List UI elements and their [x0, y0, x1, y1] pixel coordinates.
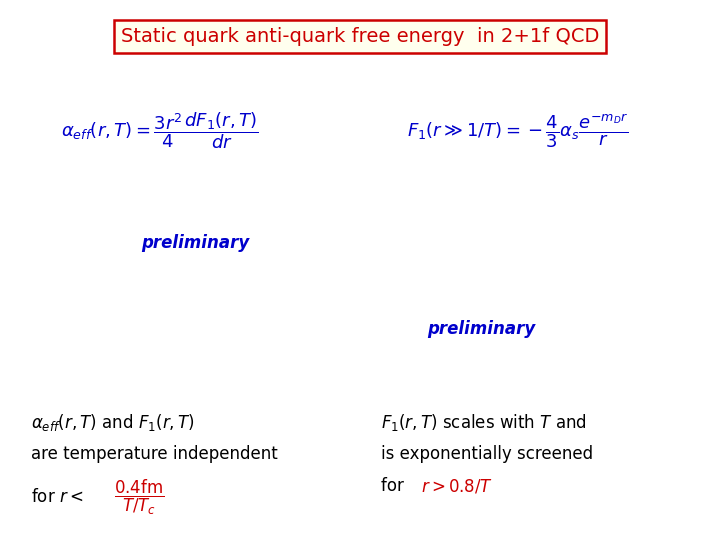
Text: for $r <$: for $r <$: [32, 488, 89, 506]
Text: are temperature independent: are temperature independent: [32, 446, 278, 463]
Text: $F_1(r \gg 1/T) = -\dfrac{4}{3}\alpha_s\dfrac{e^{-m_D r}}{r}$: $F_1(r \gg 1/T) = -\dfrac{4}{3}\alpha_s\…: [407, 112, 628, 150]
Text: Static quark anti-quark free energy  in 2+1f QCD: Static quark anti-quark free energy in 2…: [121, 27, 599, 46]
Text: is exponentially screened: is exponentially screened: [382, 446, 593, 463]
Text: $\alpha_{eff}(r,T)$ and $F_1(r,T)$: $\alpha_{eff}(r,T)$ and $F_1(r,T)$: [32, 412, 195, 433]
Text: $\alpha_{eff}(r,T) = \dfrac{3r^2}{4}\dfrac{dF_1(r,T)}{dr}$: $\alpha_{eff}(r,T) = \dfrac{3r^2}{4}\dfr…: [61, 111, 258, 151]
Text: preliminary: preliminary: [428, 320, 536, 338]
Text: $F_1(r,T)$ scales with $T$ and: $F_1(r,T)$ scales with $T$ and: [382, 412, 588, 433]
Text: preliminary: preliminary: [142, 234, 250, 252]
Text: for: for: [382, 477, 410, 496]
Text: $r > 0.8/T$: $r > 0.8/T$: [420, 477, 492, 496]
Text: $\dfrac{\mathsf{0.4fm}}{T/T_c}$: $\dfrac{\mathsf{0.4fm}}{T/T_c}$: [114, 477, 164, 517]
